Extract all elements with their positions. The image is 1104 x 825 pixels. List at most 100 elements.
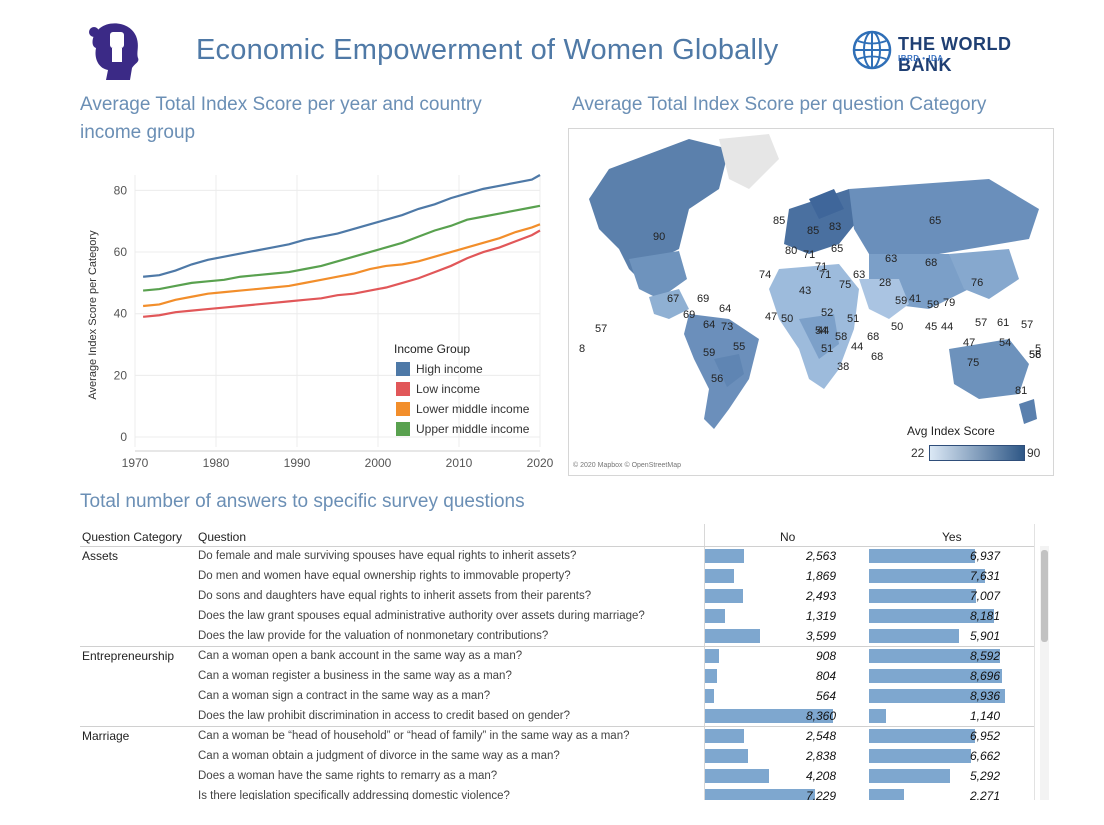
map-value-label[interactable]: 83 (829, 221, 842, 233)
map-value-label[interactable]: 28 (879, 277, 892, 289)
map-value-label[interactable]: 55 (733, 341, 746, 353)
map-value-label[interactable]: 69 (683, 309, 696, 321)
map-value-label[interactable]: 64 (703, 319, 716, 331)
yes-bar[interactable] (869, 669, 1002, 683)
scrollbar-track[interactable] (1040, 546, 1049, 800)
map-value-label[interactable]: 5 (1035, 343, 1042, 355)
map-value-label[interactable]: 65 (929, 215, 942, 227)
yes-bar[interactable] (869, 689, 1005, 703)
no-bar[interactable] (705, 629, 760, 643)
legend-item[interactable]: Upper middle income (396, 420, 529, 438)
legend-item[interactable]: High income (396, 360, 483, 378)
map-value-label[interactable]: 74 (759, 269, 772, 281)
yes-bar[interactable] (869, 729, 975, 743)
map-value-label[interactable]: 59 (895, 295, 908, 307)
no-bar[interactable] (705, 649, 719, 663)
map-value-label[interactable]: 57 (975, 317, 988, 329)
map-value-label[interactable]: 57 (595, 323, 608, 335)
map-value-label[interactable]: 63 (885, 253, 898, 265)
map-value-label[interactable]: 69 (697, 293, 710, 305)
map-value-label[interactable]: 75 (967, 357, 980, 369)
map-value-label[interactable]: 44 (851, 341, 864, 353)
table-row[interactable]: Is there legislation specifically addres… (80, 786, 1034, 800)
no-bar[interactable] (705, 569, 734, 583)
series-line-high-income[interactable] (142, 174, 541, 278)
map-value-label[interactable]: 63 (853, 269, 866, 281)
map-value-label[interactable]: 79 (943, 297, 956, 309)
table-row[interactable]: Can a woman obtain a judgment of divorce… (80, 746, 1034, 766)
table-row[interactable]: Can a woman register a business in the s… (80, 666, 1034, 686)
map-value-label[interactable]: 45 (925, 321, 938, 333)
no-bar[interactable] (705, 769, 769, 783)
map-value-label[interactable]: 8 (579, 343, 586, 355)
map-value-label[interactable]: 65 (831, 243, 844, 255)
series-line-low-income[interactable] (142, 229, 541, 318)
col-question-header[interactable]: Question (198, 530, 247, 544)
yes-bar[interactable] (869, 589, 976, 603)
map-value-label[interactable]: 52 (821, 307, 834, 319)
yes-bar[interactable] (869, 749, 971, 763)
yes-bar[interactable] (869, 709, 886, 723)
col-yes-header[interactable]: Yes (942, 530, 962, 544)
map-value-label[interactable]: 57 (1021, 319, 1034, 331)
no-bar[interactable] (705, 709, 833, 723)
map-value-label[interactable]: 73 (721, 321, 734, 333)
table-row[interactable]: Do sons and daughters have equal rights … (80, 586, 1034, 606)
table-row[interactable]: Entrepreneurship Can a woman open a bank … (80, 646, 1034, 666)
map-value-label[interactable]: 51 (821, 343, 834, 355)
map-value-label[interactable]: 61 (997, 317, 1010, 329)
map-value-label[interactable]: 47 (963, 337, 976, 349)
map-value-label[interactable]: 68 (925, 257, 938, 269)
table-row[interactable]: Does the law prohibit discrimination in … (80, 706, 1034, 726)
map-value-label[interactable]: 85 (773, 215, 786, 227)
map-value-label[interactable]: 50 (781, 313, 794, 325)
col-category-header[interactable]: Question Category (82, 530, 183, 544)
map-value-label[interactable]: 71 (819, 269, 832, 281)
map-value-label[interactable]: 68 (871, 351, 884, 363)
table-row[interactable]: Marriage Can a woman be “head of househol… (80, 726, 1034, 746)
map-value-label[interactable]: 80 (785, 245, 798, 257)
scrollbar-thumb[interactable] (1041, 550, 1048, 642)
map-value-label[interactable]: 71 (815, 261, 828, 273)
table-row[interactable]: Does the law grant spouses equal adminis… (80, 606, 1034, 626)
yes-bar[interactable] (869, 569, 985, 583)
map-value-label[interactable]: 68 (867, 331, 880, 343)
map-value-label[interactable]: 44 (817, 325, 830, 337)
map-value-label[interactable]: 54 (815, 325, 828, 337)
map-value-label[interactable]: 67 (667, 293, 680, 305)
map-value-label[interactable]: 54 (999, 337, 1012, 349)
map-value-label[interactable]: 38 (837, 361, 850, 373)
no-bar[interactable] (705, 789, 815, 800)
yes-bar[interactable] (869, 609, 994, 623)
series-line-lower-middle-income[interactable] (142, 223, 541, 308)
table-row[interactable]: Does a woman have the same rights to rem… (80, 766, 1034, 786)
map-value-label[interactable]: 85 (807, 225, 820, 237)
map-value-label[interactable]: 71 (803, 249, 816, 261)
legend-item[interactable]: Lower middle income (396, 400, 529, 418)
no-bar[interactable] (705, 549, 744, 563)
no-bar[interactable] (705, 669, 717, 683)
map-value-label[interactable]: 90 (653, 231, 666, 243)
legend-item[interactable]: Low income (396, 380, 480, 398)
map-value-label[interactable]: 64 (719, 303, 732, 315)
yes-bar[interactable] (869, 769, 950, 783)
series-line-upper-middle-income[interactable] (142, 204, 541, 292)
yes-bar[interactable] (869, 789, 904, 800)
map-value-label[interactable]: 47 (765, 311, 778, 323)
no-bar[interactable] (705, 689, 714, 703)
map-value-label[interactable]: 44 (941, 321, 954, 333)
map-value-label[interactable]: 56 (711, 373, 724, 385)
no-bar[interactable] (705, 729, 744, 743)
map-value-label[interactable]: 75 (839, 279, 852, 291)
map-value-label[interactable]: 41 (909, 293, 922, 305)
map-value-label[interactable]: 50 (891, 321, 904, 333)
table-row[interactable]: Can a woman sign a contract in the same … (80, 686, 1034, 706)
no-bar[interactable] (705, 609, 725, 623)
map-value-label[interactable]: 58 (835, 331, 848, 343)
table-row[interactable]: Assets Do female and male surviving spous… (80, 546, 1034, 566)
yes-bar[interactable] (869, 549, 975, 563)
table-row[interactable]: Do men and women have equal ownership ri… (80, 566, 1034, 586)
map-value-label[interactable]: 43 (799, 285, 812, 297)
map-value-label[interactable]: 58 (1029, 349, 1042, 361)
map-value-label[interactable]: 59 (927, 299, 940, 311)
